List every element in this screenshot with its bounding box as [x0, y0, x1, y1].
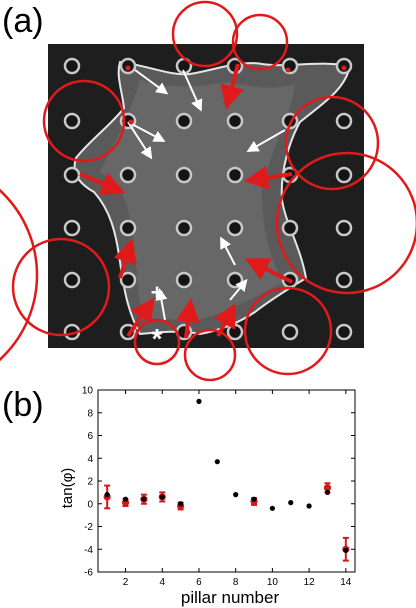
- black-data-point: [214, 459, 220, 465]
- highlight-circle: [231, 13, 289, 71]
- x-tick-label: 8: [233, 577, 239, 588]
- highlight-circle: [183, 328, 237, 382]
- pillar: [119, 271, 137, 289]
- y-tick-label: -2: [84, 522, 93, 533]
- pillar: [281, 323, 299, 341]
- y-tick-label: 4: [87, 454, 93, 465]
- pillar: [175, 271, 193, 289]
- x-tick-label: 6: [196, 577, 202, 588]
- highlight-circle: [0, 188, 39, 362]
- pillar: [63, 166, 81, 184]
- black-data-point: [141, 496, 147, 502]
- pillar: [226, 166, 244, 184]
- star-marker: *: [152, 323, 163, 354]
- red-arrow: [220, 63, 244, 110]
- x-tick-label: 12: [304, 577, 316, 588]
- red-data-point: [323, 484, 332, 492]
- pillar: [63, 271, 81, 289]
- pillar: [335, 219, 353, 237]
- highlight-circle: [11, 237, 111, 337]
- white-arrow: [127, 121, 166, 142]
- x-tick-label: 4: [159, 577, 165, 588]
- highlight-circle: [284, 95, 380, 191]
- red-marker-dot: [285, 67, 291, 73]
- red-arrow: [113, 238, 137, 279]
- red-marker-dot: [341, 65, 347, 71]
- pillar: [226, 112, 244, 130]
- white-arrow: [127, 121, 153, 160]
- white-arrow: [134, 69, 169, 95]
- white-arrow: [246, 129, 286, 152]
- highlight-circle: [42, 79, 126, 163]
- highlight-circle: [275, 151, 416, 295]
- pillar: [63, 219, 81, 237]
- red-arrow: [244, 165, 293, 190]
- black-data-point: [324, 489, 331, 495]
- x-tick-label: 14: [340, 577, 352, 588]
- black-data-point: [251, 496, 257, 502]
- pillar: [119, 219, 137, 237]
- highlight-circle: [243, 286, 333, 376]
- pillar: [63, 57, 81, 75]
- pillar: [226, 219, 244, 237]
- y-axis-label: tan(φ): [59, 468, 76, 509]
- black-data-point: [269, 505, 275, 511]
- x-tick-label: 10: [267, 577, 279, 588]
- pillar-array: [63, 57, 353, 341]
- pillar: [281, 219, 299, 237]
- black-data-point: [233, 492, 239, 498]
- x-axis-label: pillar number: [181, 588, 280, 607]
- plot-frame: [97, 389, 356, 573]
- black-data-point: [343, 547, 349, 553]
- y-tick-label: -6: [84, 568, 93, 579]
- black-data-point: [178, 501, 184, 507]
- red-arrow: [244, 258, 293, 284]
- pillar: [175, 166, 193, 184]
- red-marker-dot: [128, 119, 134, 125]
- black-data-point: [196, 398, 202, 404]
- white-arrow: [229, 278, 248, 301]
- y-tick-label: 2: [87, 477, 93, 488]
- panel-b-label: (b): [2, 386, 44, 424]
- red-marker-dot: [125, 65, 131, 71]
- black-data-point: [306, 503, 312, 509]
- y-tick-label: 8: [87, 408, 93, 419]
- plus-marker: +: [151, 280, 164, 305]
- pillar: [175, 112, 193, 130]
- pillar: [175, 219, 193, 237]
- y-tick-label: -4: [84, 545, 93, 556]
- white-arrow: [182, 69, 203, 112]
- black-data-point: [159, 494, 165, 500]
- black-data-point: [122, 496, 129, 502]
- white-arrow: [220, 236, 236, 266]
- pillar: [335, 323, 353, 341]
- pillar: [335, 271, 353, 289]
- white-arrow: [155, 288, 168, 321]
- y-tick-label: 0: [87, 499, 93, 510]
- black-data-point: [104, 492, 110, 498]
- x-tick-label: 2: [123, 577, 129, 588]
- pillar: [63, 112, 81, 130]
- red-arrow: [126, 297, 155, 338]
- y-tick-label: 10: [82, 386, 94, 397]
- micrograph-panel: + *: [0, 0, 416, 382]
- pillar: [335, 112, 353, 130]
- highlight-circle: [133, 318, 181, 366]
- panel-a-label: (a): [2, 2, 44, 40]
- pillar: [335, 166, 353, 184]
- red-arrow: [79, 172, 126, 195]
- red-arrow: [176, 298, 200, 339]
- black-data-point: [288, 500, 294, 506]
- y-tick-label: 6: [87, 431, 93, 442]
- highlight-circle: [171, 0, 239, 68]
